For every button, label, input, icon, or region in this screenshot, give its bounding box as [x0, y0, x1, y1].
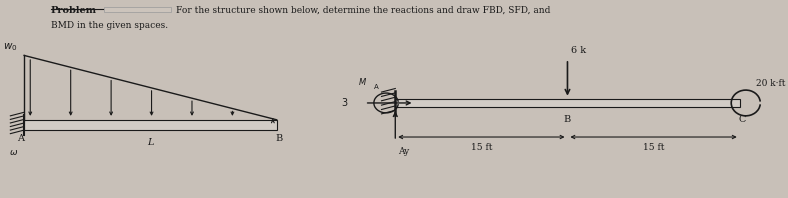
Text: 6 k: 6 k	[571, 46, 586, 55]
Text: BMD in the given spaces.: BMD in the given spaces.	[51, 21, 168, 30]
Text: B: B	[564, 115, 571, 124]
Text: $\omega$: $\omega$	[9, 148, 18, 156]
Text: 20 k·ft: 20 k·ft	[756, 79, 786, 88]
Text: 15 ft: 15 ft	[470, 143, 492, 152]
Text: C: C	[738, 115, 745, 124]
Text: Ay: Ay	[399, 147, 410, 156]
Text: B: B	[275, 134, 283, 143]
Text: For the structure shown below, determine the reactions and draw FBD, SFD, and: For the structure shown below, determine…	[176, 6, 550, 15]
FancyBboxPatch shape	[396, 99, 740, 107]
Text: 15 ft: 15 ft	[643, 143, 664, 152]
Text: $w_0$: $w_0$	[3, 42, 18, 53]
FancyBboxPatch shape	[24, 120, 277, 130]
FancyBboxPatch shape	[104, 7, 171, 12]
Text: A: A	[17, 134, 24, 143]
Text: M: M	[359, 78, 366, 87]
Text: L: L	[147, 138, 154, 147]
Text: 3: 3	[342, 98, 348, 108]
Text: Problem: Problem	[51, 6, 97, 15]
Text: A: A	[374, 84, 378, 90]
